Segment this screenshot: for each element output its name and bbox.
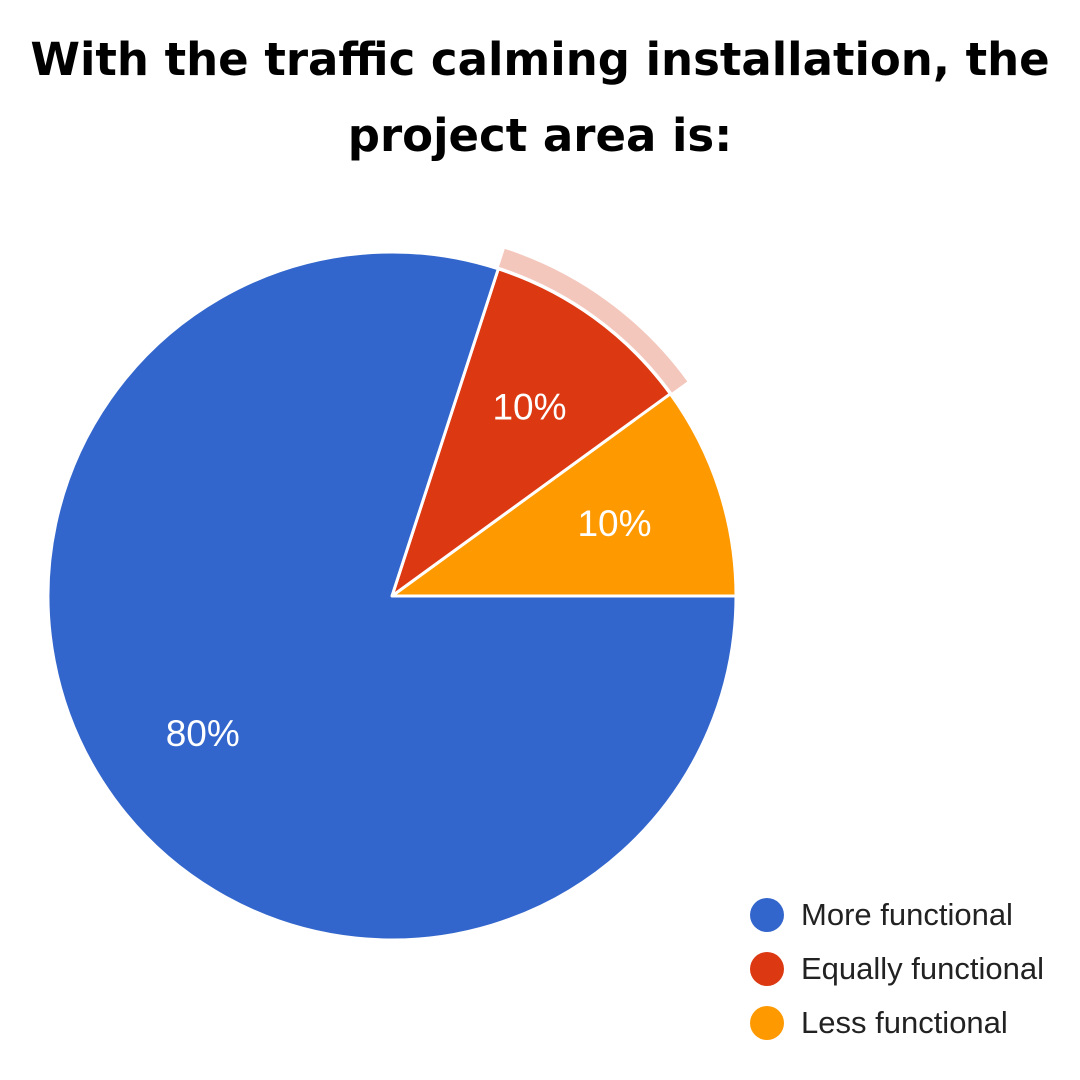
legend-swatch-less-functional [750, 1006, 784, 1040]
pie-slice-highlight [498, 248, 688, 393]
legend-item-equally-functional[interactable]: Equally functional [750, 942, 1044, 996]
title-line-1: With the traffic calming installation, t… [30, 33, 1050, 86]
title-line-2: project area is: [347, 109, 733, 162]
legend-label-more-functional: More functional [801, 897, 1013, 932]
data-label-more-functional: 80% [166, 713, 240, 754]
legend-swatch-equally-functional [750, 952, 784, 986]
legend-item-less-functional[interactable]: Less functional [750, 996, 1044, 1050]
pie-slice-more-functional[interactable] [46, 250, 738, 942]
legend-label-less-functional: Less functional [801, 1005, 1008, 1040]
legend: More functional Equally functional Less fu… [750, 888, 1044, 1050]
chart-title: With the traffic calming installation, t… [0, 22, 1080, 174]
data-label-less-functional: 10% [577, 503, 651, 544]
legend-swatch-more-functional [750, 898, 784, 932]
legend-label-equally-functional: Equally functional [801, 951, 1044, 986]
pie-slice-less-functional[interactable] [390, 392, 738, 598]
data-label-equally-functional: 10% [492, 386, 566, 427]
legend-item-more-functional[interactable]: More functional [750, 888, 1044, 942]
pie-slice-equally-functional[interactable] [390, 267, 672, 598]
